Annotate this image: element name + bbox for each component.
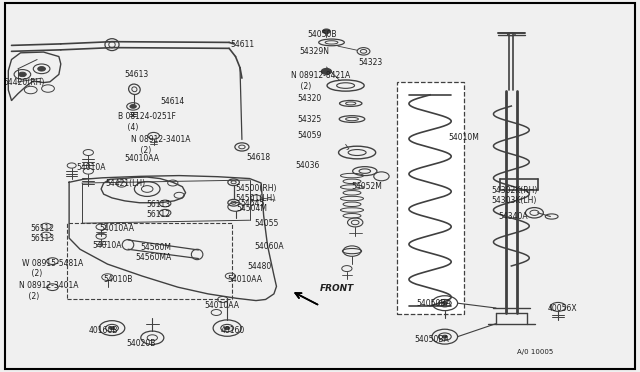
- Circle shape: [323, 29, 330, 33]
- Circle shape: [225, 327, 230, 330]
- Text: 54320: 54320: [298, 94, 322, 103]
- Circle shape: [321, 68, 332, 74]
- Circle shape: [19, 72, 26, 77]
- Text: 54050B: 54050B: [307, 30, 337, 39]
- Text: 54020B: 54020B: [127, 339, 156, 348]
- Text: 54614: 54614: [160, 97, 184, 106]
- Text: 54340A: 54340A: [498, 212, 527, 221]
- Text: 54613: 54613: [125, 70, 149, 79]
- Text: 54500(RH)
54501(LH): 54500(RH) 54501(LH): [236, 184, 277, 203]
- Circle shape: [38, 67, 45, 71]
- Circle shape: [109, 327, 115, 330]
- Text: 56112: 56112: [31, 224, 55, 233]
- Circle shape: [442, 335, 447, 338]
- Circle shape: [442, 302, 447, 305]
- Text: 54036: 54036: [296, 161, 320, 170]
- Text: 54010AA: 54010AA: [125, 154, 160, 163]
- Text: FRONT: FRONT: [320, 284, 355, 293]
- Text: 40160: 40160: [221, 326, 245, 335]
- Text: 54010A: 54010A: [77, 163, 106, 172]
- Text: 54010A: 54010A: [93, 241, 122, 250]
- Text: 54010AA: 54010AA: [99, 224, 134, 233]
- Text: 54611: 54611: [230, 40, 255, 49]
- Text: 54050BA: 54050BA: [416, 299, 451, 308]
- Text: 54055: 54055: [255, 219, 279, 228]
- Text: 54323: 54323: [358, 58, 383, 67]
- Text: 54329N: 54329N: [300, 47, 330, 56]
- Text: N 08912-3401A
    (2): N 08912-3401A (2): [19, 281, 79, 301]
- Text: 40160B: 40160B: [88, 326, 118, 335]
- Text: 54010AA: 54010AA: [205, 301, 240, 310]
- Text: 54560M: 54560M: [141, 243, 172, 252]
- Text: 54560MA: 54560MA: [136, 253, 172, 262]
- Text: 54060A: 54060A: [255, 242, 284, 251]
- Bar: [397, 82, 464, 314]
- Text: 54421(LH): 54421(LH): [106, 179, 146, 187]
- Text: 40056X: 40056X: [547, 304, 577, 312]
- Text: 54480: 54480: [247, 262, 271, 271]
- Text: 54052M: 54052M: [351, 182, 382, 191]
- Text: 54010B: 54010B: [104, 275, 133, 284]
- Text: 54059: 54059: [298, 131, 322, 140]
- Text: 56112: 56112: [146, 210, 170, 219]
- Text: 54010AA: 54010AA: [227, 275, 262, 284]
- Text: A/0 10005: A/0 10005: [517, 349, 554, 355]
- Circle shape: [130, 105, 136, 108]
- Text: 54050BA: 54050BA: [414, 335, 449, 344]
- Text: W 08915-5481A
    (2): W 08915-5481A (2): [22, 259, 84, 278]
- Text: N 08912-8421A
    (2): N 08912-8421A (2): [291, 71, 351, 91]
- Text: 56113: 56113: [31, 234, 55, 243]
- Text: 54618: 54618: [246, 153, 271, 162]
- Text: N 08912-3401A
    (2): N 08912-3401A (2): [131, 135, 191, 155]
- Text: 54645: 54645: [240, 199, 264, 208]
- Text: 54010M: 54010M: [448, 133, 479, 142]
- Text: B 08124-0251F
    (4): B 08124-0251F (4): [118, 112, 176, 132]
- Text: 54504M: 54504M: [237, 204, 268, 213]
- Text: 54302K(RH)
54303K(LH): 54302K(RH) 54303K(LH): [492, 186, 538, 205]
- Text: 54420(RH): 54420(RH): [3, 78, 45, 87]
- Text: 54325: 54325: [298, 115, 322, 124]
- Bar: [67, 223, 232, 299]
- Text: 56113: 56113: [146, 201, 170, 209]
